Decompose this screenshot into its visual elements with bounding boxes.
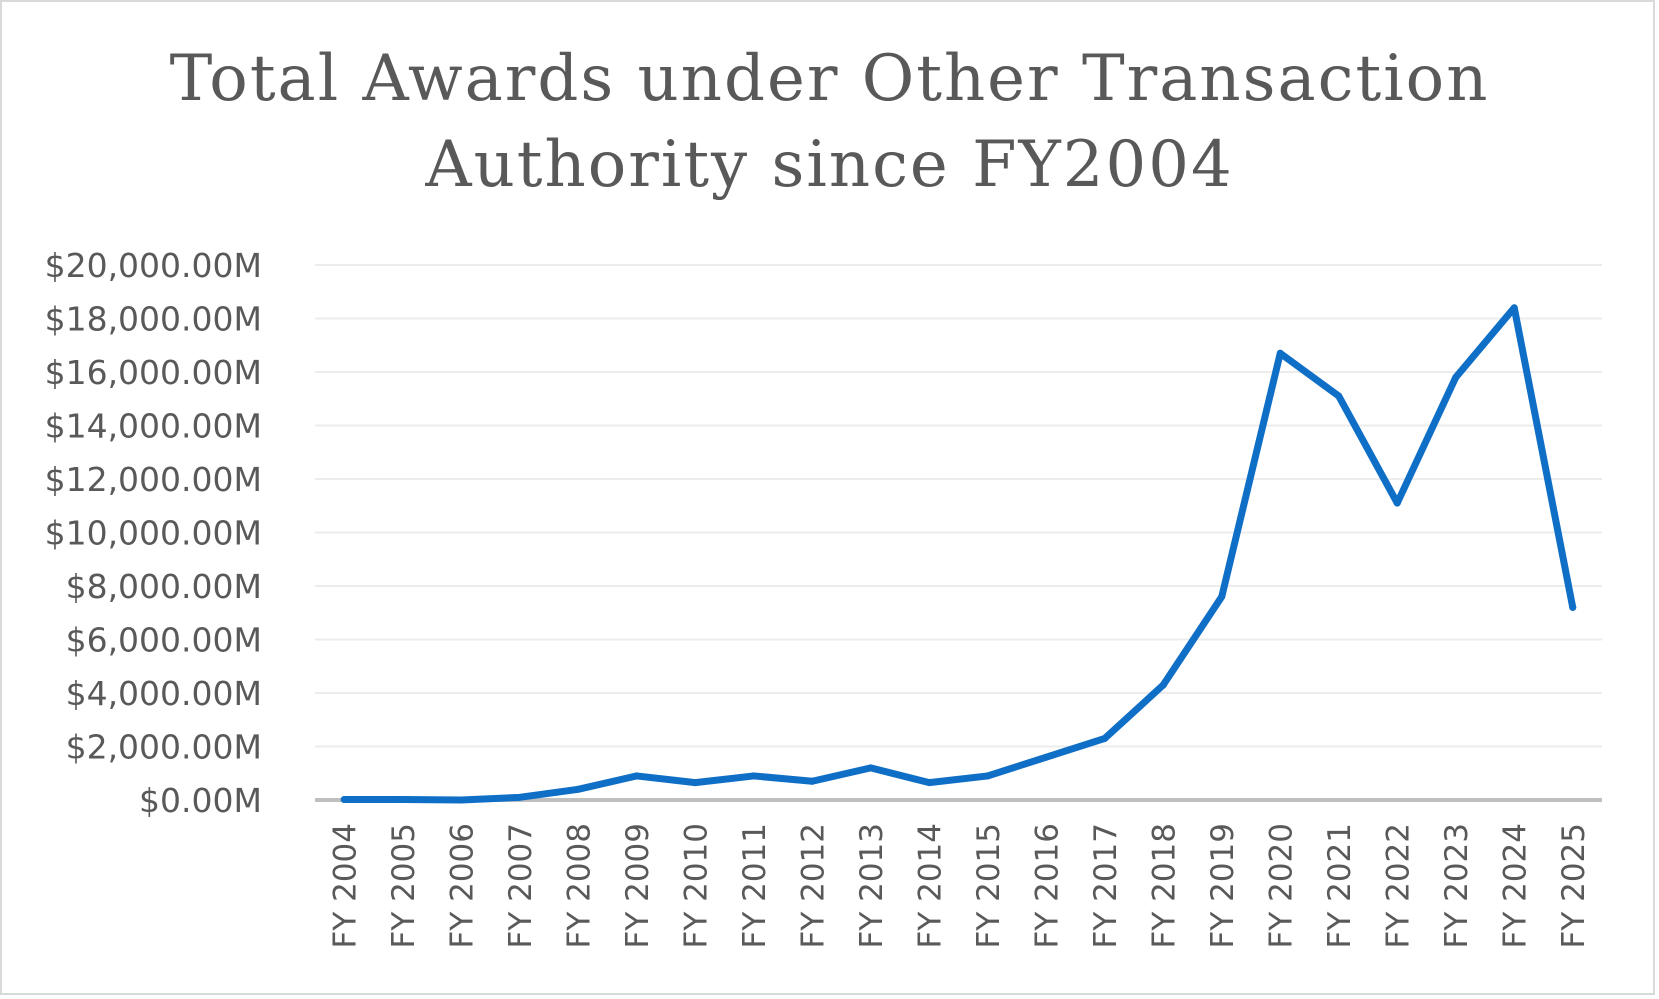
- data-point: [984, 772, 992, 780]
- data-point: [1569, 603, 1577, 611]
- x-tick-label: FY 2009: [620, 823, 656, 949]
- data-point: [1335, 392, 1343, 400]
- chart-title: Total Awards under Other Transaction Aut…: [2, 36, 1657, 208]
- y-tick-label: $14,000.00M: [45, 407, 262, 446]
- data-point: [750, 772, 758, 780]
- y-tick-label: $4,000.00M: [66, 674, 262, 713]
- data-point: [1452, 373, 1460, 381]
- data-point: [457, 796, 465, 804]
- series-line: [340, 304, 1577, 804]
- x-tick-label: FY 2025: [1556, 823, 1592, 949]
- x-tick-label: FY 2011: [737, 823, 773, 949]
- x-tick-label: FY 2015: [971, 823, 1007, 949]
- data-point: [1510, 304, 1518, 312]
- y-tick-label: $0.00M: [139, 781, 262, 820]
- y-tick-label: $18,000.00M: [45, 300, 262, 339]
- data-point: [633, 772, 641, 780]
- data-point: [1218, 593, 1226, 601]
- y-tick-label: $16,000.00M: [45, 353, 262, 392]
- data-point: [1101, 734, 1109, 742]
- x-tick-label: FY 2016: [1029, 823, 1065, 949]
- x-tick-label: FY 2013: [854, 823, 890, 949]
- data-point: [1042, 753, 1050, 761]
- data-point: [574, 785, 582, 793]
- data-point: [691, 779, 699, 787]
- chart-title-line-2: Authority since FY2004: [425, 128, 1234, 202]
- x-tick-label: FY 2019: [1205, 823, 1241, 949]
- x-axis-tick-labels: FY 2004 FY 2005 FY 2006 FY 2007 FY 2008 FY 20…: [327, 823, 1592, 949]
- data-point: [808, 777, 816, 785]
- y-tick-label: $10,000.00M: [45, 514, 262, 553]
- data-point: [867, 764, 875, 772]
- x-tick-label: FY 2024: [1497, 823, 1533, 949]
- data-point: [516, 793, 524, 801]
- y-tick-label: $2,000.00M: [66, 728, 262, 767]
- y-tick-label: $6,000.00M: [66, 621, 262, 660]
- chart-title-line-1: Total Awards under Other Transaction: [169, 42, 1490, 116]
- x-tick-label: FY 2021: [1322, 823, 1358, 949]
- x-tick-label: FY 2006: [444, 823, 480, 949]
- x-tick-label: FY 2020: [1263, 823, 1299, 949]
- x-tick-label: FY 2010: [678, 823, 714, 949]
- data-point: [1276, 349, 1284, 357]
- x-tick-label: FY 2022: [1380, 823, 1416, 949]
- x-tick-label: FY 2005: [386, 823, 422, 949]
- data-point: [1393, 499, 1401, 507]
- x-tick-label: FY 2008: [561, 823, 597, 949]
- x-tick-label: FY 2007: [503, 823, 539, 949]
- x-tick-label: FY 2017: [1088, 823, 1124, 949]
- x-tick-label: FY 2018: [1146, 823, 1182, 949]
- data-point: [340, 795, 348, 803]
- data-point: [925, 779, 933, 787]
- x-tick-label: FY 2014: [912, 823, 948, 949]
- y-tick-label: $12,000.00M: [45, 460, 262, 499]
- x-tick-label: FY 2004: [327, 823, 363, 949]
- y-tick-label: $20,000.00M: [45, 246, 262, 285]
- y-tick-label: $8,000.00M: [66, 567, 262, 606]
- series-lines: [340, 304, 1577, 804]
- data-point: [1159, 681, 1167, 689]
- x-tick-label: FY 2012: [795, 823, 831, 949]
- gridlines: [315, 264, 1602, 748]
- data-point: [399, 795, 407, 803]
- y-axis-tick-labels: $0.00M $2,000.00M $4,000.00M $6,000.00M $8,0…: [45, 246, 262, 820]
- x-tick-label: FY 2023: [1439, 823, 1475, 949]
